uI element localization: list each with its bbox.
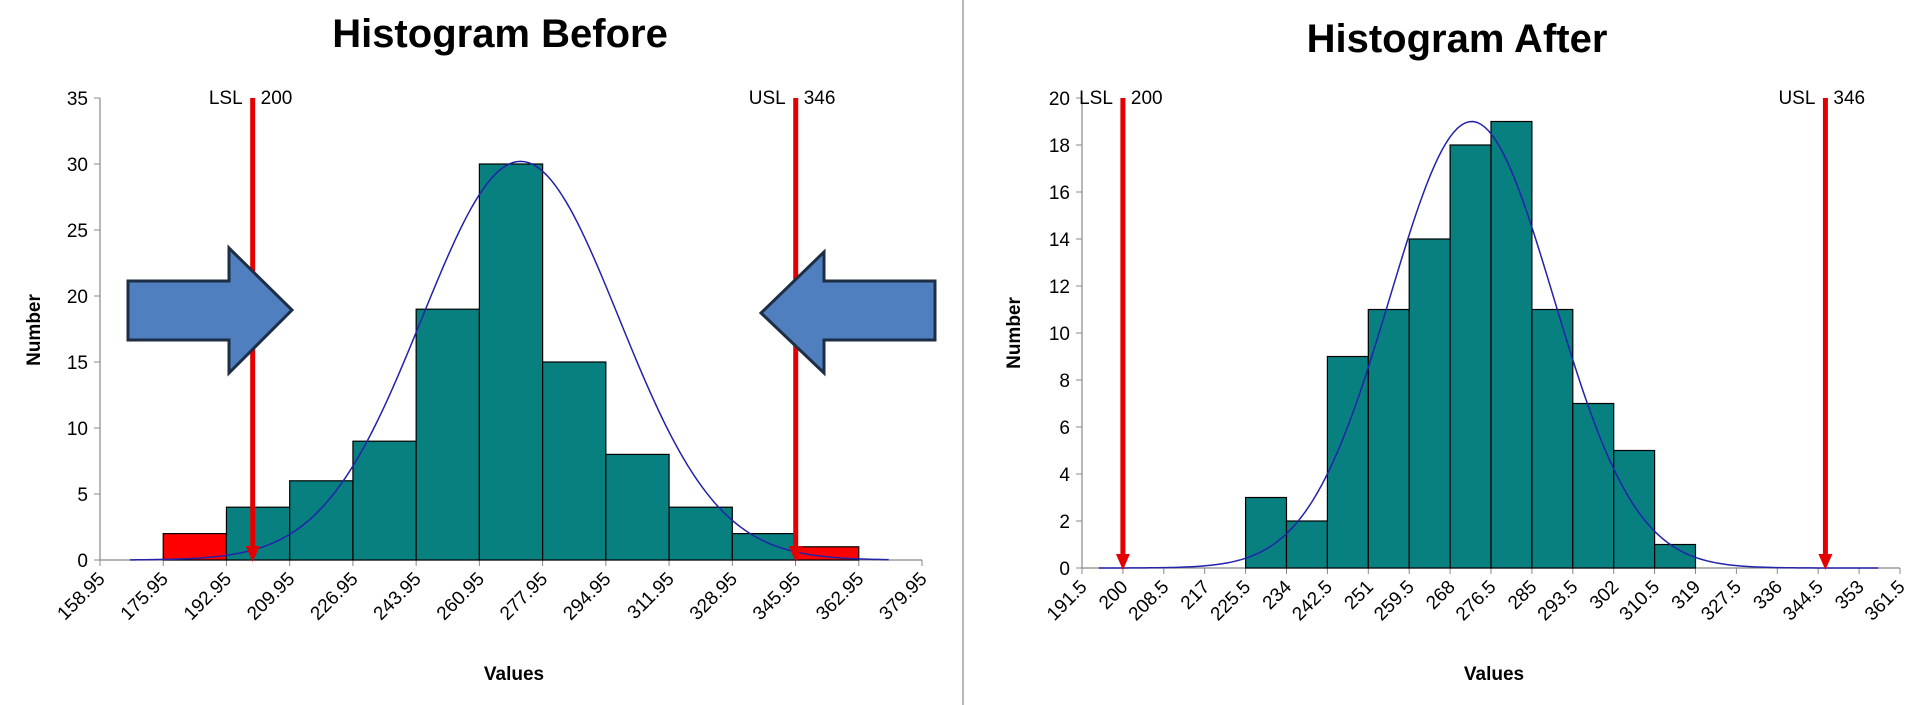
x-tick-label: 310.5	[1616, 577, 1664, 625]
x-tick-label: 242.5	[1288, 577, 1336, 625]
x-tick-label: 259.5	[1370, 577, 1418, 625]
x-tick-label: 362.95	[812, 569, 868, 625]
usl-label: USL	[1778, 88, 1815, 109]
usl-arrowhead	[788, 546, 803, 562]
x-tick-label: 327.5	[1697, 577, 1745, 625]
histogram-bar	[605, 453, 670, 561]
chart-title-before: Histogram Before	[332, 12, 668, 56]
x-tick-label: 208.5	[1125, 577, 1173, 625]
y-tick-label: 14	[1049, 230, 1071, 251]
lsl-label: LSL	[209, 88, 243, 109]
histogram-bar	[1285, 520, 1329, 569]
x-axis-label-after: Values	[1464, 664, 1524, 685]
histogram-bar	[1613, 449, 1656, 569]
usl-value-label: 346	[1833, 88, 1865, 109]
chart-histogram-after: Histogram After Values Number 0 2 4 6 8 10 12 1…	[1004, 17, 1910, 685]
x-tick-label: 379.95	[876, 569, 932, 625]
y-tick-label: 6	[1059, 418, 1070, 439]
histogram-bar	[225, 506, 291, 561]
histogram-bar	[415, 308, 480, 561]
block-arrow-left-icon	[758, 248, 937, 377]
x-tick-label: 175.95	[117, 569, 173, 625]
x-tick-label: 361.5	[1861, 577, 1909, 625]
x-tick-label: 191.5	[1043, 577, 1091, 625]
y-tick-label: 5	[77, 485, 88, 506]
x-tick-label: 345.95	[749, 569, 805, 625]
histogram-bar	[1531, 308, 1574, 569]
histogram-bar	[1653, 543, 1697, 569]
y-tick-label: 4	[1059, 465, 1070, 486]
y-axis-label-before: Number	[24, 294, 45, 366]
histogram-bar	[162, 532, 228, 561]
y-tick-label: 0	[77, 551, 88, 572]
y-tick-label: 16	[1049, 183, 1070, 204]
histogram-bar	[1244, 496, 1288, 569]
histogram-bar	[1490, 120, 1533, 569]
y-tick-label: 25	[67, 221, 88, 242]
lsl-value-label: 200	[1131, 88, 1163, 109]
histogram-bar	[1572, 402, 1615, 569]
usl-label: USL	[749, 88, 786, 109]
x-tick-label: 260.95	[433, 569, 489, 625]
x-tick-label: 277.95	[496, 569, 552, 625]
x-tick-label: 328.95	[686, 569, 742, 625]
y-tick-label: 0	[1059, 559, 1070, 580]
plot-area-before: 0 5 10 15 20 25 30 35 158.95 175.95 192.95 209.95 22…	[54, 88, 937, 625]
x-tick-label: 276.5	[1452, 577, 1500, 625]
y-tick-label: 20	[1049, 89, 1070, 110]
x-tick-label: 344.5	[1779, 577, 1827, 625]
histogram-bar	[478, 163, 544, 561]
x-tick-label: 311.95	[624, 569, 679, 624]
y-axis-label-after: Number	[1004, 297, 1025, 369]
usl-arrowhead	[1818, 554, 1833, 570]
y-tick-label: 8	[1059, 371, 1070, 392]
lsl-arrowhead	[1115, 554, 1130, 570]
y-tick-label: 15	[67, 353, 88, 374]
chart-histogram-before: Histogram Before Values Number 0 5 10 15 20 2…	[24, 12, 937, 685]
x-tick-label: 226.95	[307, 569, 363, 625]
histogram-bar	[668, 506, 733, 561]
y-tick-label: 20	[67, 287, 88, 308]
lsl-arrowhead	[245, 546, 260, 562]
x-tick-label: 294.95	[559, 569, 615, 625]
y-tick-label: 10	[1049, 324, 1070, 345]
histogram-bar	[542, 361, 607, 561]
x-axis-label-before: Values	[484, 664, 544, 685]
chart-title-after: Histogram After	[1307, 17, 1608, 61]
histogram-bar	[1326, 355, 1369, 569]
y-tick-label: 30	[67, 155, 88, 176]
y-tick-label: 18	[1049, 136, 1070, 157]
histogram-bar	[1408, 238, 1451, 569]
x-tick-label: 225.5	[1207, 577, 1255, 625]
lsl-label: LSL	[1079, 88, 1113, 109]
x-tick-label: 192.95	[180, 569, 236, 625]
lsl-value-label: 200	[261, 88, 293, 109]
y-tick-label: 2	[1059, 512, 1070, 533]
x-tick-label: 293.5	[1534, 577, 1582, 625]
histogram-bar	[352, 440, 417, 561]
usl-value-label: 346	[804, 88, 836, 109]
x-tick-label: 158.95	[54, 569, 110, 625]
x-tick-label: 209.95	[243, 569, 299, 625]
y-tick-label: 35	[67, 89, 88, 110]
y-tick-label: 10	[67, 419, 88, 440]
x-tick-label: 243.95	[370, 569, 426, 625]
normal-distribution-curve	[1098, 120, 1879, 569]
histogram-bar	[1449, 144, 1492, 569]
histogram-bar	[731, 532, 797, 561]
block-arrow-right-icon	[126, 244, 295, 377]
y-tick-label: 12	[1049, 277, 1070, 298]
histogram-bar	[289, 480, 354, 561]
